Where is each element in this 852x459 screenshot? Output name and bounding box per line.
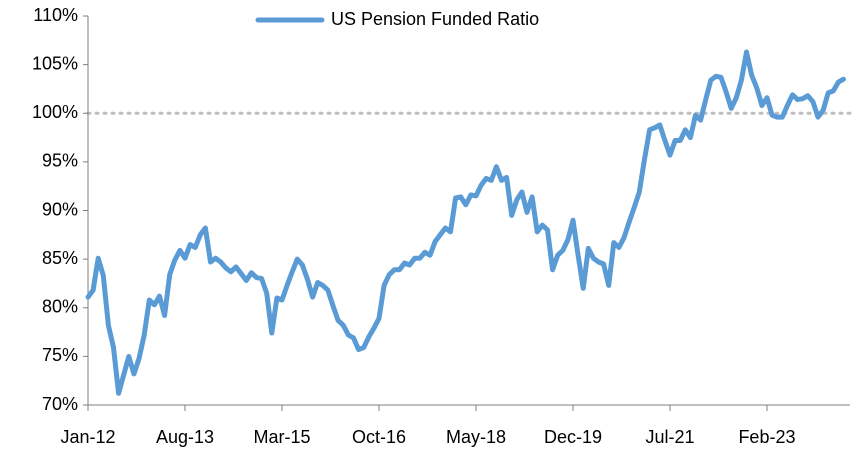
x-tick-label: Dec-19 [544, 427, 602, 447]
x-tick-label: Jan-12 [60, 427, 115, 447]
y-tick-label: 70% [42, 394, 78, 414]
x-tick-label: May-18 [446, 427, 506, 447]
y-tick-label: 95% [42, 151, 78, 171]
y-tick-label: 75% [42, 345, 78, 365]
x-tick-label: Jul-21 [645, 427, 694, 447]
x-tick-label: Feb-23 [738, 427, 795, 447]
y-tick-label: 90% [42, 199, 78, 219]
y-tick-label: 105% [32, 53, 78, 73]
series-line [85, 49, 846, 396]
x-tick-label: Oct-16 [352, 427, 406, 447]
x-tick-label: Aug-13 [156, 427, 214, 447]
y-tick-label: 85% [42, 248, 78, 268]
y-tick-label: 110% [33, 5, 78, 25]
legend-label: US Pension Funded Ratio [331, 9, 539, 29]
y-tick-label: 100% [32, 102, 78, 122]
x-tick-label: Mar-15 [253, 427, 310, 447]
y-tick-label: 80% [42, 297, 78, 317]
